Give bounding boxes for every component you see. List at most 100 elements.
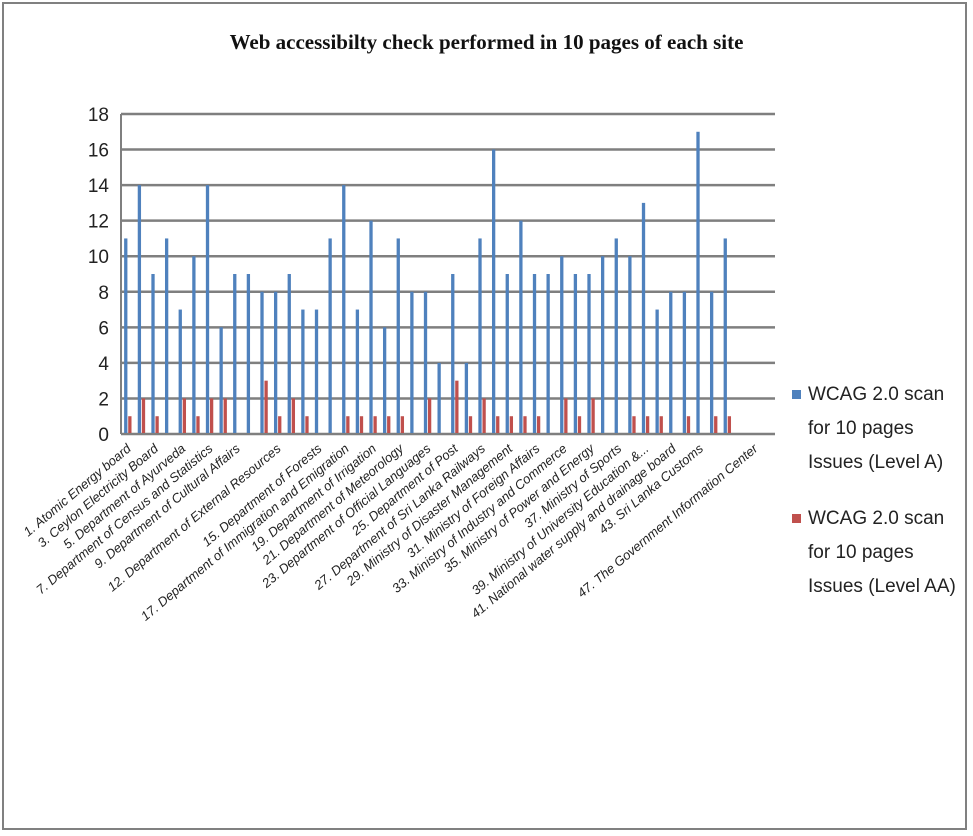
bar-level-aa: [523, 416, 527, 434]
bar-level-a: [178, 309, 182, 434]
bar-level-a: [696, 131, 700, 434]
bar-level-a: [301, 309, 305, 434]
bar-level-a: [491, 149, 496, 435]
y-tick-label: 0: [98, 425, 109, 446]
bar-level-aa: [373, 416, 377, 434]
bar-level-a: [287, 274, 291, 434]
bar-level-aa: [659, 416, 663, 434]
y-tick-label: 14: [88, 176, 110, 197]
bar-level-a: [655, 309, 659, 434]
bar-level-a: [233, 274, 237, 434]
bar-level-aa: [714, 416, 718, 434]
legend-swatch-level-a: [792, 390, 801, 399]
bar-level-a: [423, 291, 428, 434]
bar-level-aa: [536, 416, 541, 434]
y-tick-label: 6: [98, 318, 109, 339]
bar-level-aa: [305, 416, 309, 434]
bar-level-a: [669, 291, 673, 434]
bar-level-aa: [727, 416, 732, 434]
legend-label-level-aa: WCAG 2.0 scan for 10 pages Issues (Level…: [808, 508, 956, 597]
bar-level-a: [396, 238, 400, 434]
bar-level-aa: [577, 416, 582, 434]
bar-level-a: [532, 274, 537, 434]
bar-level-a: [314, 309, 319, 434]
bar-level-aa: [209, 398, 214, 434]
bar-level-a: [573, 274, 578, 434]
bar-level-a: [628, 256, 632, 434]
bar-level-aa: [632, 416, 636, 434]
bar-level-aa: [427, 398, 432, 434]
bar-level-aa: [509, 416, 514, 434]
bar-level-a: [505, 274, 509, 434]
y-tick-label: 12: [88, 212, 109, 233]
bars: [124, 131, 732, 435]
bar-level-a: [614, 238, 618, 434]
bar-level-a: [709, 291, 714, 434]
bar-level-aa: [496, 416, 500, 434]
bar-level-aa: [455, 380, 459, 434]
bar-level-a: [246, 274, 251, 434]
bar-level-aa: [482, 398, 486, 434]
bar-level-a: [682, 291, 687, 434]
bar-level-a: [464, 362, 469, 434]
bar-level-a: [328, 238, 332, 434]
y-tick-label: 8: [98, 283, 109, 304]
bar-level-a: [219, 327, 223, 434]
bar-level-a: [560, 256, 564, 434]
bar-level-aa: [591, 398, 595, 434]
bar-level-a: [260, 291, 264, 434]
bar-level-aa: [686, 416, 691, 434]
bar-level-aa: [387, 416, 391, 434]
bar-level-a: [723, 238, 727, 434]
bar-level-a: [587, 274, 591, 434]
y-tick-label: 4: [98, 354, 109, 375]
y-tick-label: 18: [88, 105, 109, 126]
y-tick-label: 10: [88, 247, 109, 268]
bar-level-aa: [400, 416, 405, 434]
bar-level-a: [192, 256, 196, 434]
bar-level-a: [451, 274, 455, 434]
y-tick-label: 16: [88, 141, 109, 162]
bar-level-aa: [468, 416, 473, 434]
bar-level-a: [164, 238, 169, 434]
y-tick-label: 2: [98, 389, 109, 410]
bar-level-aa: [196, 416, 200, 434]
legend-label-level-a: WCAG 2.0 scan for 10 pages Issues (Level…: [808, 384, 945, 473]
bar-level-aa: [264, 380, 268, 434]
bar-level-a: [382, 327, 387, 434]
bar-level-aa: [223, 398, 227, 434]
bar-level-aa: [645, 416, 650, 434]
legend-swatch-level-aa: [792, 514, 801, 523]
bar-level-aa: [346, 416, 350, 434]
legend: WCAG 2.0 scan for 10 pages Issues (Level…: [792, 378, 962, 604]
bar-level-a: [369, 220, 373, 434]
bar-level-a: [600, 256, 605, 434]
bar-level-a: [355, 309, 360, 434]
bar-level-a: [410, 291, 414, 434]
bar-level-a: [519, 220, 523, 434]
bar-level-a: [124, 238, 128, 434]
bar-level-a: [137, 185, 142, 434]
bar-level-aa: [564, 398, 568, 434]
bar-level-a: [205, 185, 210, 434]
bar-level-aa: [278, 416, 282, 434]
bar-level-a: [342, 185, 346, 434]
bar-level-a: [478, 238, 482, 434]
y-axis: 0 2 4 6 8 10 12 14 16 18: [88, 105, 122, 446]
bar-level-a: [641, 202, 646, 434]
gridlines: [121, 112, 775, 436]
chart-title: Web accessibilty check performed in 10 p…: [229, 30, 744, 54]
bar-level-aa: [291, 398, 296, 434]
bar-level-aa: [141, 398, 146, 434]
legend-item-level-aa: WCAG 2.0 scan for 10 pages Issues (Level…: [792, 502, 962, 604]
bar-level-a: [546, 274, 550, 434]
bar-level-aa: [155, 416, 159, 434]
bar-level-a: [437, 362, 441, 434]
bar-level-aa: [182, 398, 187, 434]
legend-item-level-a: WCAG 2.0 scan for 10 pages Issues (Level…: [792, 378, 962, 480]
bar-level-aa: [128, 416, 132, 434]
bar-level-a: [273, 291, 278, 434]
bar-level-aa: [359, 416, 364, 434]
